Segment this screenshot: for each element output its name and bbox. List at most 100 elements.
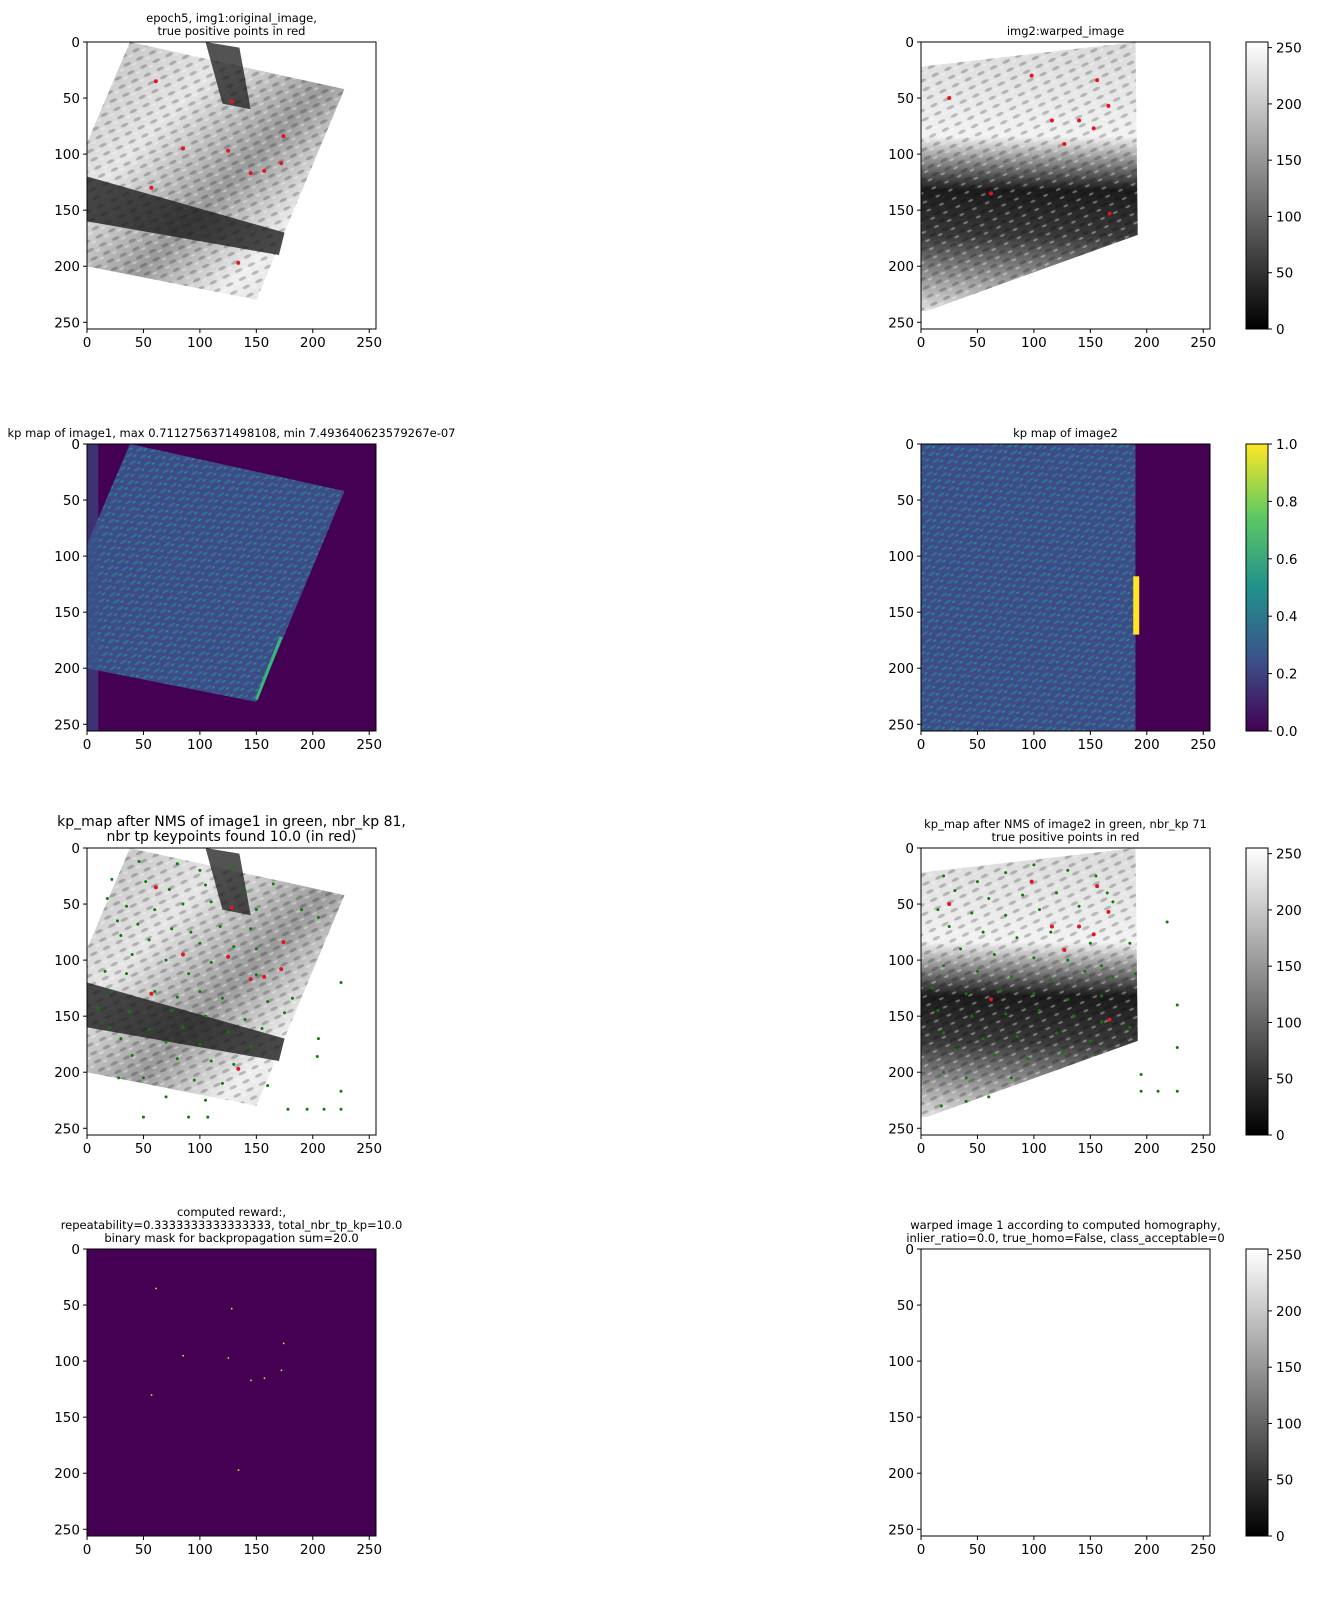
panel-title-line: epoch5, img1:original_image, xyxy=(146,11,317,25)
axes-frame xyxy=(920,1248,1211,1537)
colorbar-tick-label: 0.8 xyxy=(1276,494,1297,510)
colorbar-tick-label: 100 xyxy=(1276,209,1302,225)
green-keypoint xyxy=(1038,1009,1042,1013)
green-keypoint xyxy=(1175,1003,1179,1007)
y-tick-label: 100 xyxy=(888,147,914,163)
panel-title-line: kp_map after NMS of image2 in green, nbr… xyxy=(924,817,1207,831)
green-keypoint xyxy=(254,947,258,951)
green-keypoint xyxy=(130,953,134,957)
green-keypoint xyxy=(167,887,171,891)
panel-title-line: true positive points in red xyxy=(992,830,1140,844)
colorbar-gradient xyxy=(1245,443,1269,732)
colorbar-tick-label: 0 xyxy=(1276,1529,1285,1545)
panel-title-line: warped image 1 according to computed hom… xyxy=(910,1218,1221,1232)
axes-frame xyxy=(86,847,377,1136)
colorbar-tick-label: 250 xyxy=(1276,1248,1302,1264)
mask-point xyxy=(280,1369,283,1372)
x-tick-label: 250 xyxy=(356,335,382,351)
green-keypoint xyxy=(266,1000,270,1004)
red-keypoint xyxy=(229,99,234,104)
green-keypoint xyxy=(1071,1014,1075,1018)
x-tick-label: 200 xyxy=(1134,1141,1160,1157)
green-keypoint xyxy=(970,911,974,915)
green-keypoint xyxy=(192,1078,196,1082)
colorbar: 0 50 100 150 200 250 xyxy=(1245,41,1302,338)
axes-frame xyxy=(920,41,1211,330)
green-keypoint xyxy=(1032,863,1036,867)
green-keypoint xyxy=(1021,893,1025,897)
x-tick-label: 100 xyxy=(187,335,213,351)
image-area xyxy=(87,848,376,1135)
colorbar-tick-label: 0 xyxy=(1276,1128,1285,1144)
panel-title-line: nbr tp keypoints found 10.0 (in red) xyxy=(106,829,356,845)
red-keypoint xyxy=(1029,73,1034,78)
mask-point xyxy=(155,1287,157,1290)
red-keypoint xyxy=(153,885,158,890)
green-keypoint xyxy=(1128,941,1132,945)
green-keypoint xyxy=(164,1040,168,1044)
image-background xyxy=(921,1249,1210,1536)
x-tick-label: 250 xyxy=(356,737,382,753)
green-keypoint xyxy=(271,882,275,886)
y-tick-label: 200 xyxy=(54,259,80,275)
green-keypoint xyxy=(936,908,940,912)
x-tick-label: 200 xyxy=(300,1542,326,1558)
y-tick-label: 100 xyxy=(54,549,80,565)
x-tick-label: 0 xyxy=(917,1542,926,1558)
panel-p1: epoch5, img1:original_image,true positiv… xyxy=(54,11,382,351)
red-keypoint xyxy=(236,260,241,265)
green-keypoint xyxy=(964,992,968,996)
green-keypoint xyxy=(936,1009,940,1013)
x-tick-label: 250 xyxy=(356,1141,382,1157)
red-keypoint xyxy=(229,905,234,910)
green-keypoint xyxy=(232,865,236,869)
y-tick-label: 250 xyxy=(888,717,914,733)
green-keypoint xyxy=(964,1076,968,1080)
colorbar-tick-label: 250 xyxy=(1276,41,1302,57)
green-keypoint xyxy=(243,889,247,893)
y-tick-label: 250 xyxy=(888,315,914,331)
x-tick-label: 100 xyxy=(1021,1141,1047,1157)
x-tick-label: 100 xyxy=(187,1141,213,1157)
x-tick-label: 150 xyxy=(243,335,269,351)
red-keypoint xyxy=(248,977,253,982)
red-keypoint xyxy=(1062,142,1067,147)
y-tick-label: 250 xyxy=(54,1121,80,1137)
mask-point xyxy=(227,1357,230,1359)
x-tick-label: 100 xyxy=(1021,1542,1047,1558)
y-tick-label: 0 xyxy=(71,35,80,51)
y-tick-label: 150 xyxy=(888,605,914,621)
y-tick-label: 0 xyxy=(905,437,914,453)
x-tick-label: 100 xyxy=(1021,335,1047,351)
y-tick-label: 150 xyxy=(54,1410,80,1426)
green-keypoint xyxy=(170,1009,174,1013)
panel-title-line: kp map of image1, max 0.7112756371498108… xyxy=(8,426,456,440)
green-keypoint xyxy=(992,1053,996,1057)
green-keypoint xyxy=(1015,1034,1019,1038)
red-keypoint xyxy=(1091,126,1096,131)
panel-title-line: img2:warped_image xyxy=(1007,24,1124,38)
green-keypoint xyxy=(930,986,934,990)
x-tick-label: 50 xyxy=(969,335,986,351)
y-tick-label: 200 xyxy=(54,661,80,677)
colorbar-tick-label: 150 xyxy=(1276,1360,1302,1376)
x-tick-label: 150 xyxy=(1077,737,1103,753)
green-keypoint xyxy=(1066,868,1070,872)
green-keypoint xyxy=(170,927,174,931)
green-keypoint xyxy=(209,900,213,904)
green-keypoint xyxy=(942,964,946,968)
green-keypoint xyxy=(1083,969,1087,973)
green-keypoint xyxy=(153,990,157,993)
green-keypoint xyxy=(942,1031,946,1035)
mask-point xyxy=(282,1342,285,1345)
red-keypoint xyxy=(1107,1017,1112,1022)
y-tick-label: 100 xyxy=(888,549,914,565)
green-keypoint xyxy=(96,1006,100,1010)
axes-frame xyxy=(920,443,1211,732)
green-keypoint xyxy=(939,1104,943,1108)
green-keypoint xyxy=(110,877,114,881)
green-keypoint xyxy=(110,990,114,993)
colorbar-tick-label: 1.0 xyxy=(1276,437,1297,453)
x-tick-label: 100 xyxy=(187,737,213,753)
green-keypoint xyxy=(206,1115,210,1119)
